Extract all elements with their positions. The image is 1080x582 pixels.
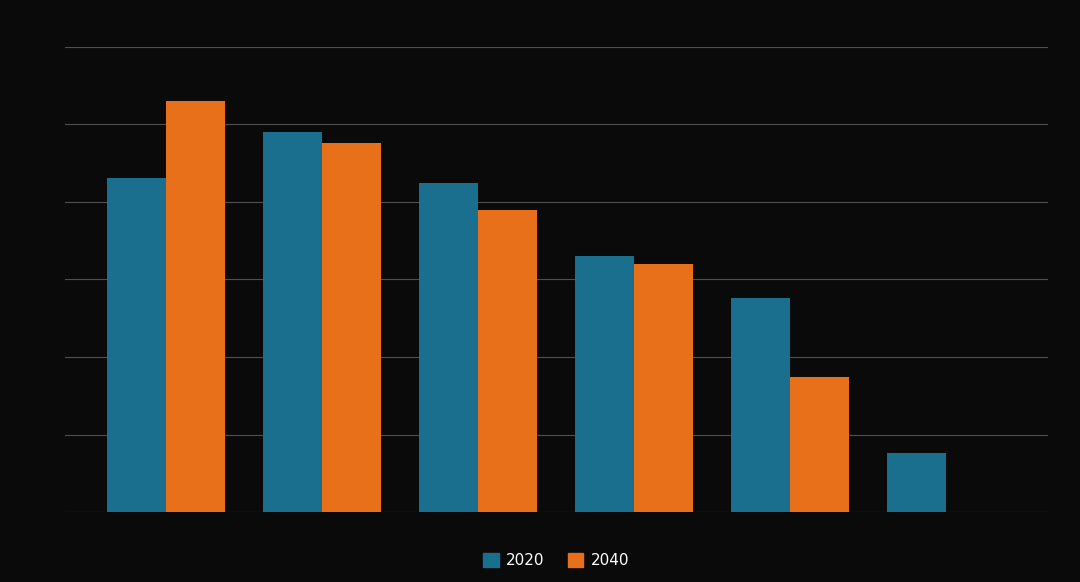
Legend: 2020, 2040: 2020, 2040 bbox=[477, 547, 635, 574]
Bar bbox=[887, 453, 946, 512]
Bar bbox=[634, 264, 693, 512]
Bar bbox=[419, 183, 478, 512]
Bar bbox=[791, 377, 850, 512]
Bar bbox=[107, 179, 166, 512]
Bar bbox=[478, 210, 538, 512]
Bar bbox=[575, 256, 634, 512]
Bar bbox=[262, 132, 322, 512]
Bar bbox=[166, 101, 226, 512]
Bar bbox=[322, 143, 381, 512]
Bar bbox=[731, 298, 791, 512]
